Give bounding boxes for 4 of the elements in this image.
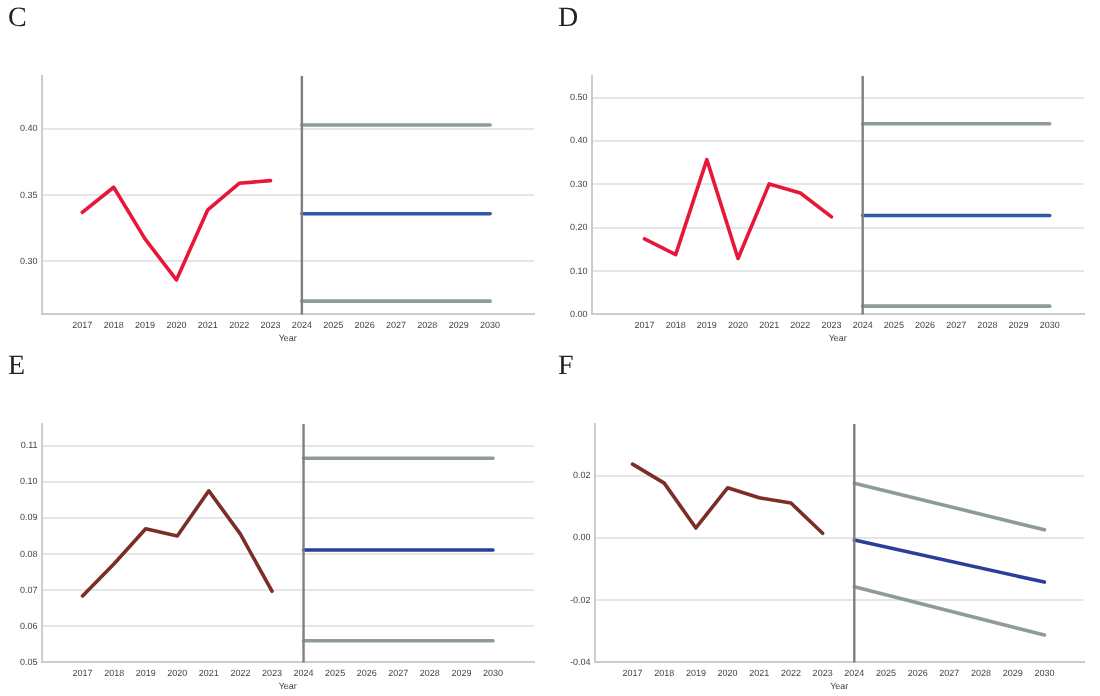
chart-title: E: [8, 352, 26, 384]
chart-title: F: [558, 352, 574, 384]
chart-title: D: [558, 4, 579, 36]
chart-title: C: [8, 4, 27, 36]
